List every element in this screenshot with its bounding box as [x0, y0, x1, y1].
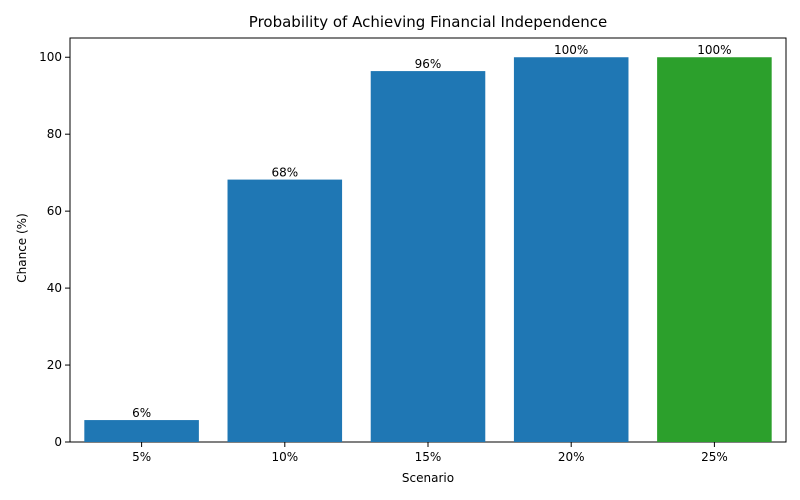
- data-labels: 6% 68% 96% 100% 100%: [132, 43, 731, 420]
- x-tick-label: 25%: [701, 450, 728, 464]
- x-axis: 5% 10% 15% 20% 25%: [132, 442, 728, 464]
- y-tick-label: 0: [54, 435, 62, 449]
- y-axis: 0 20 40 60 80 100: [39, 50, 70, 449]
- bar-5pct: [84, 420, 199, 442]
- x-tick-label: 15%: [415, 450, 442, 464]
- bar-25pct: [657, 57, 772, 442]
- y-axis-label: Chance (%): [15, 213, 29, 283]
- y-tick-label: 20: [47, 358, 62, 372]
- chart-title: Probability of Achieving Financial Indep…: [249, 13, 607, 31]
- y-tick-label: 100: [39, 50, 62, 64]
- data-label: 6%: [132, 406, 151, 420]
- y-tick-label: 40: [47, 281, 62, 295]
- x-tick-label: 10%: [271, 450, 298, 464]
- bar-20pct: [513, 57, 629, 442]
- data-label: 68%: [271, 166, 298, 180]
- bars: [84, 57, 772, 442]
- x-tick-label: 5%: [132, 450, 151, 464]
- data-label: 96%: [415, 57, 442, 71]
- bar-15pct: [370, 71, 486, 442]
- data-label: 100%: [554, 43, 588, 57]
- y-tick-label: 80: [47, 127, 62, 141]
- x-tick-label: 20%: [558, 450, 585, 464]
- x-axis-label: Scenario: [402, 471, 454, 485]
- y-tick-label: 60: [47, 204, 62, 218]
- data-label: 100%: [697, 43, 731, 57]
- bar-10pct: [227, 179, 343, 442]
